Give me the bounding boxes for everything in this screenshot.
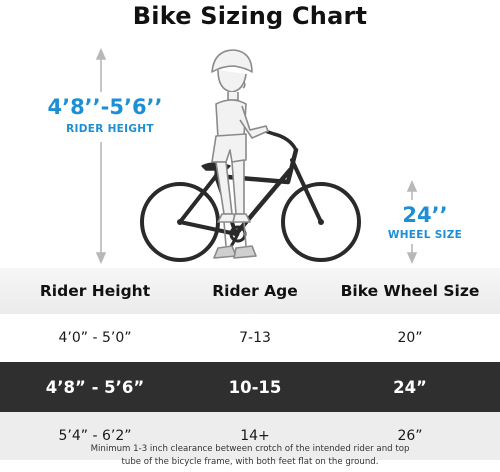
cell-wheel-size: 24”	[393, 377, 427, 397]
sizing-table: Rider Height Rider Age Bike Wheel Size 4…	[0, 268, 500, 460]
header-rider-age: Rider Age	[212, 282, 298, 300]
clearance-note-line-2: tube of the bicycle frame, with both fee…	[121, 456, 379, 467]
wheel-size-dimension-line	[406, 180, 418, 264]
clearance-note-line-1: Minimum 1-3 inch clearance between crotc…	[90, 444, 410, 454]
header-wheel-size: Bike Wheel Size	[340, 282, 480, 300]
cell-rider-height: 5’4” - 6’2”	[58, 428, 132, 444]
table-header-row: Rider Height Rider Age Bike Wheel Size	[0, 268, 500, 314]
chart-title: Bike Sizing Chart	[132, 2, 368, 30]
header-rider-height: Rider Height	[39, 282, 151, 300]
wheel-size-label: WHEEL SIZE	[387, 229, 463, 241]
cell-wheel-size: 20”	[397, 330, 423, 346]
clearance-note: Minimum 1-3 inch clearance between crotc…	[0, 443, 500, 468]
table-row: 5’4” - 6’2” 14+ 26”	[0, 412, 500, 460]
table-row-highlighted: 4’8” - 5’6” 10-15 24”	[0, 362, 500, 412]
bicycle-icon	[140, 128, 361, 262]
cell-rider-age: 7-13	[239, 330, 271, 346]
rider-height-value: 4’8’’-5’6’’	[47, 95, 163, 119]
cell-rider-height: 4’8” - 5’6”	[45, 377, 145, 397]
cell-rider-age: 14+	[240, 428, 270, 444]
wheel-size-value: 24’’	[402, 203, 448, 227]
rider-height-label: RIDER HEIGHT	[66, 123, 154, 135]
cell-rider-age: 10-15	[228, 377, 282, 397]
table-row: 4’0” - 5’0” 7-13 20”	[0, 314, 500, 362]
cell-wheel-size: 26”	[397, 428, 423, 444]
rider-height-dimension-line	[95, 48, 107, 264]
rider-icon	[211, 49, 269, 259]
cell-rider-height: 4’0” - 5’0”	[58, 330, 132, 346]
